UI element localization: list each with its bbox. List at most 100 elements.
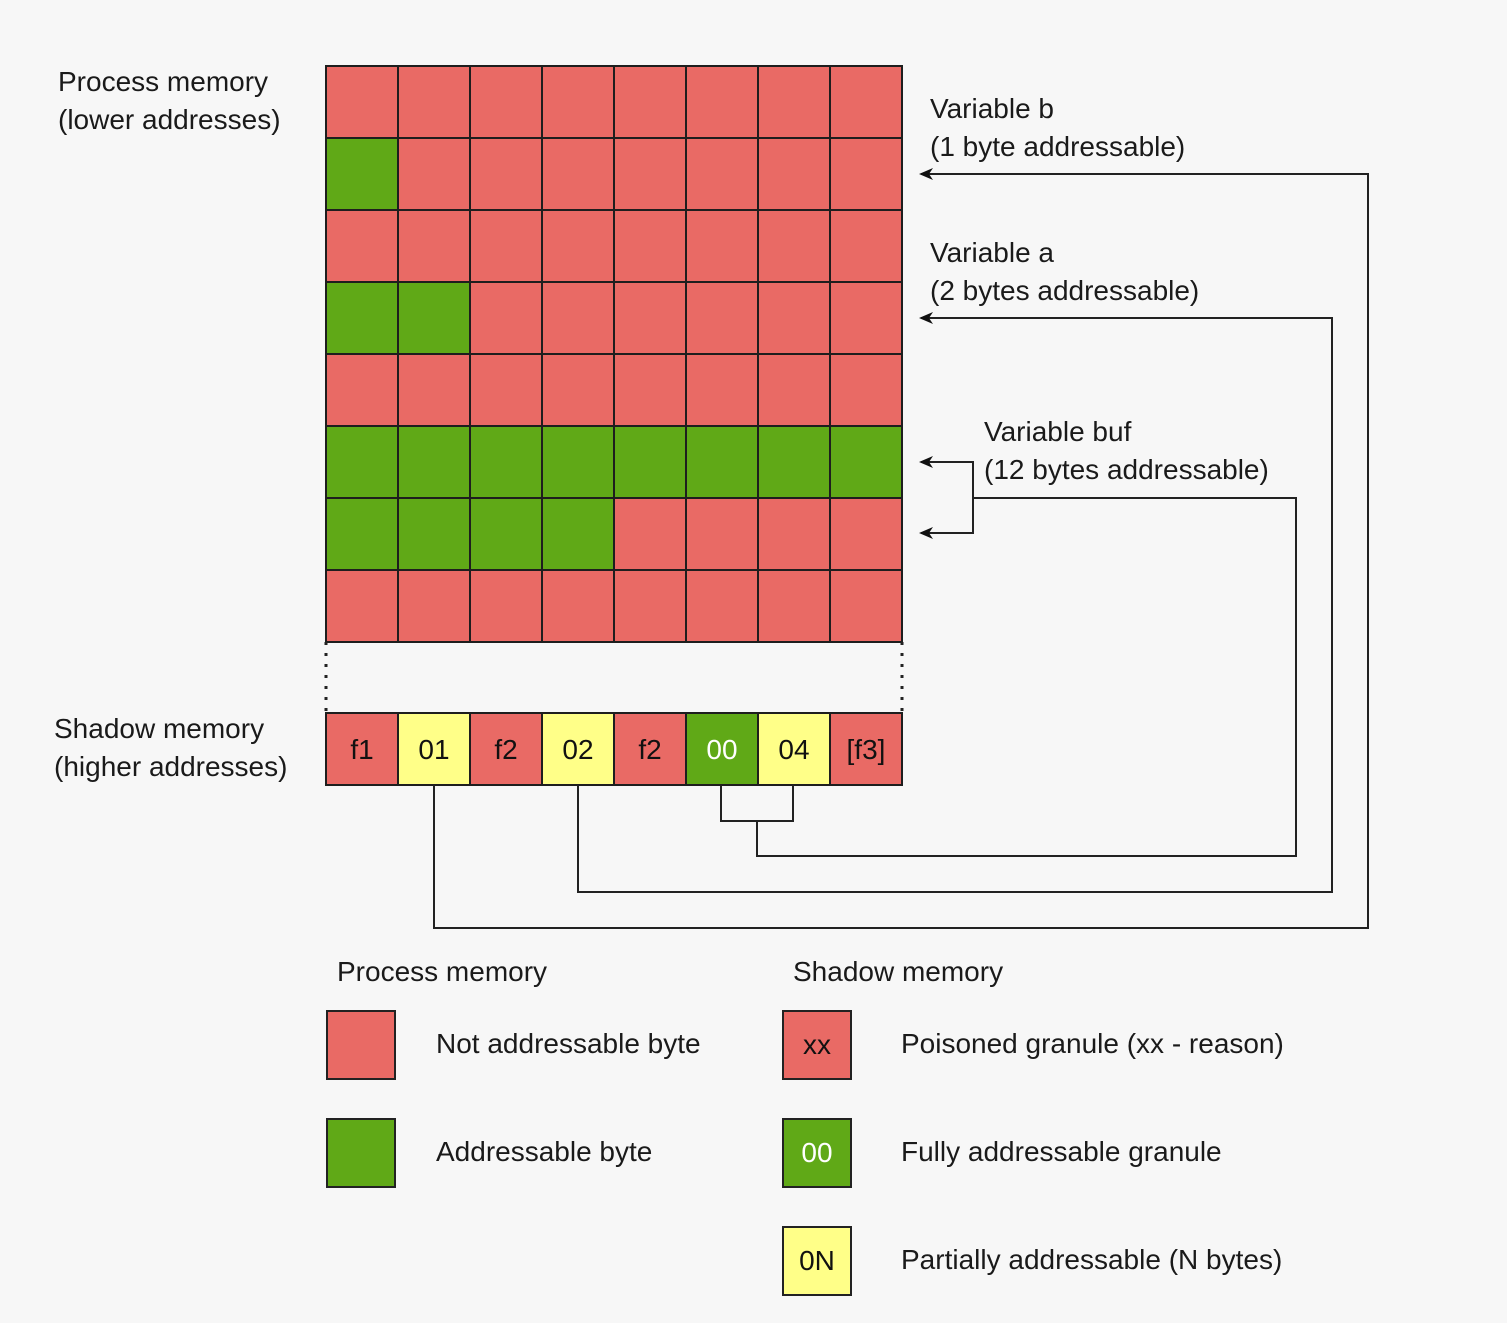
variable-b-desc: (1 byte addressable) xyxy=(930,131,1186,162)
addressable-byte-cell xyxy=(829,425,903,499)
not-addressable-byte-cell xyxy=(397,353,471,427)
not-addressable-byte-cell xyxy=(757,209,831,283)
not-addressable-byte-cell xyxy=(469,137,543,211)
shadow-cell-box xyxy=(829,712,903,786)
variable-b-label: Variable b (1 byte addressable) xyxy=(930,90,1185,166)
not-addressable-byte-cell xyxy=(757,569,831,643)
connector-lines xyxy=(433,168,1369,929)
shadow-cell-box xyxy=(541,712,615,786)
addressable-byte-cell xyxy=(325,137,399,211)
connector-variable-a xyxy=(577,312,1333,893)
addressable-byte-cell xyxy=(685,425,759,499)
legend-shadow-title: Shadow memory xyxy=(793,956,1004,987)
shadow-cell-box xyxy=(685,712,759,786)
addressable-byte-cell xyxy=(397,497,471,571)
shadow-cell: 04 xyxy=(757,712,831,786)
not-addressable-byte-cell xyxy=(613,353,687,427)
not-addressable-byte-cell xyxy=(829,209,903,283)
shadow-cell-box xyxy=(325,712,399,786)
not-addressable-byte-cell xyxy=(613,281,687,355)
shadow-memory-label-line1: Shadow memory xyxy=(54,713,265,744)
variable-buf-label: Variable buf (12 bytes addressable) xyxy=(984,413,1269,489)
connector-variable-b xyxy=(433,168,1369,929)
not-addressable-byte-cell xyxy=(613,137,687,211)
legend-partial-text: Partially addressable (N bytes) xyxy=(901,1244,1283,1275)
not-addressable-byte-cell xyxy=(685,281,759,355)
legend-poisoned-text: Poisoned granule (xx - reason) xyxy=(901,1028,1284,1059)
addressable-byte-cell xyxy=(757,425,831,499)
not-addressable-byte-cell xyxy=(757,281,831,355)
legend-swatch-poisoned: xx xyxy=(782,1010,852,1080)
variable-a-desc: (2 bytes addressable) xyxy=(930,275,1200,306)
variable-a-name: Variable a xyxy=(930,237,1055,268)
addressable-byte-cell xyxy=(541,497,615,571)
not-addressable-byte-cell xyxy=(757,137,831,211)
process-memory-label-line1: Process memory xyxy=(58,66,269,97)
not-addressable-byte-cell xyxy=(397,569,471,643)
addressable-byte-cell xyxy=(397,281,471,355)
not-addressable-byte-cell xyxy=(829,65,903,139)
connector-buf-bracket xyxy=(720,785,794,822)
addressable-byte-cell xyxy=(325,281,399,355)
not-addressable-byte-cell xyxy=(397,65,471,139)
not-addressable-byte-cell xyxy=(397,209,471,283)
shadow-cell-box xyxy=(757,712,831,786)
shadow-cell-box xyxy=(613,712,687,786)
process-memory-label-line2: (lower addresses) xyxy=(58,104,281,135)
legend-process-title: Process memory xyxy=(337,956,548,987)
not-addressable-byte-cell xyxy=(469,281,543,355)
not-addressable-byte-cell xyxy=(613,65,687,139)
not-addressable-byte-cell xyxy=(685,497,759,571)
shadow-cell: f2 xyxy=(613,712,687,786)
shadow-cell: f1 xyxy=(325,712,399,786)
shadow-cell-value: 00 xyxy=(706,734,737,765)
not-addressable-byte-cell xyxy=(541,65,615,139)
addressable-byte-cell xyxy=(397,425,471,499)
addressable-byte-cell xyxy=(325,425,399,499)
shadow-cell-value: 02 xyxy=(562,734,593,765)
shadow-cell: 00 xyxy=(685,712,759,786)
not-addressable-byte-cell xyxy=(469,353,543,427)
not-addressable-byte-cell xyxy=(469,65,543,139)
not-addressable-byte-cell xyxy=(829,281,903,355)
not-addressable-byte-cell xyxy=(541,569,615,643)
connector-variable-buf xyxy=(756,497,1297,857)
not-addressable-byte-cell xyxy=(829,497,903,571)
not-addressable-byte-cell xyxy=(829,353,903,427)
not-addressable-byte-cell xyxy=(397,137,471,211)
addressable-byte-cell xyxy=(469,497,543,571)
process-memory-grid xyxy=(325,65,903,643)
not-addressable-byte-cell xyxy=(325,65,399,139)
variable-a-label: Variable a (2 bytes addressable) xyxy=(930,234,1199,310)
addressable-byte-cell xyxy=(469,425,543,499)
shadow-memory-row: f1 01 f2 02 f2 00 04 [f3] xyxy=(325,712,903,786)
not-addressable-byte-cell xyxy=(469,209,543,283)
not-addressable-byte-cell xyxy=(757,353,831,427)
addressable-byte-cell xyxy=(541,425,615,499)
connector-buf-arrow-lower xyxy=(919,498,974,539)
shadow-memory-label: Shadow memory (higher addresses) xyxy=(54,710,287,786)
shadow-cell: [f3] xyxy=(829,712,903,786)
shadow-cell: 02 xyxy=(541,712,615,786)
not-addressable-byte-cell xyxy=(325,569,399,643)
legend-fully-text: Fully addressable granule xyxy=(901,1136,1222,1167)
not-addressable-byte-cell xyxy=(829,137,903,211)
not-addressable-byte-cell xyxy=(613,209,687,283)
not-addressable-byte-cell xyxy=(541,209,615,283)
shadow-cell-value: [f3] xyxy=(847,734,886,765)
shadow-cell-value: f2 xyxy=(638,734,661,765)
legend-swatch-partially-addressable: 0N xyxy=(782,1226,852,1296)
legend-swatch-addressable xyxy=(326,1118,396,1188)
legend-not-addressable-text: Not addressable byte xyxy=(436,1028,701,1059)
connector-buf-arrow-upper xyxy=(919,456,974,498)
not-addressable-byte-cell xyxy=(685,65,759,139)
not-addressable-byte-cell xyxy=(613,569,687,643)
ellipsis-dots xyxy=(324,642,904,712)
not-addressable-byte-cell xyxy=(685,137,759,211)
process-memory-label: Process memory (lower addresses) xyxy=(58,63,281,139)
not-addressable-byte-cell xyxy=(685,209,759,283)
addressable-byte-cell xyxy=(613,425,687,499)
addressable-byte-cell xyxy=(325,497,399,571)
shadow-memory-label-line2: (higher addresses) xyxy=(54,751,288,782)
